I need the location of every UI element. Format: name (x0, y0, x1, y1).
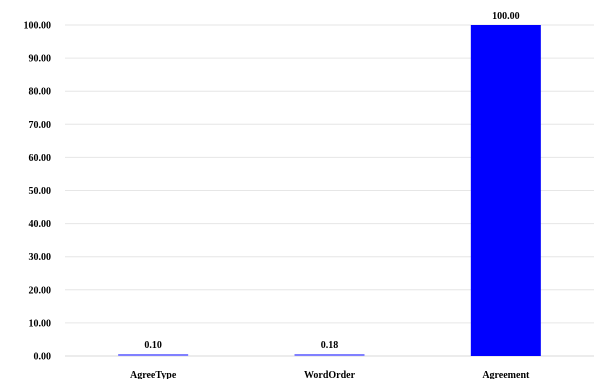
y-tick-label: 80.00 (29, 87, 52, 98)
data-label: 100.00 (492, 11, 520, 22)
x-axis-ticks: AgreeType WordOrder Agreement (130, 370, 530, 379)
x-tick-label: AgreeType (130, 370, 177, 379)
y-tick-label: 20.00 (29, 285, 52, 296)
bar-agreement (470, 25, 541, 356)
y-tick-label: 30.00 (29, 252, 52, 263)
data-labels: 0.10 0.18 100.00 (144, 11, 519, 351)
y-tick-label: 60.00 (29, 153, 52, 164)
data-label: 0.10 (144, 340, 162, 351)
y-tick-label: 40.00 (29, 219, 52, 230)
bar-wordorder (294, 354, 365, 356)
y-tick-label: 70.00 (29, 120, 52, 131)
bar-agreetype (118, 354, 189, 356)
y-tick-label: 10.00 (29, 318, 52, 329)
y-tick-label: 50.00 (29, 186, 52, 197)
data-label: 0.18 (321, 340, 339, 351)
y-tick-label: 90.00 (29, 54, 52, 65)
bars (118, 25, 541, 356)
x-tick-label: Agreement (482, 370, 530, 379)
y-tick-label: 100.00 (24, 21, 52, 32)
x-tick-label: WordOrder (304, 370, 356, 379)
y-tick-label: 0.00 (34, 352, 52, 363)
y-axis-ticks: 0.00 10.00 20.00 30.00 40.00 50.00 60.00 70.00 8… (24, 21, 52, 363)
